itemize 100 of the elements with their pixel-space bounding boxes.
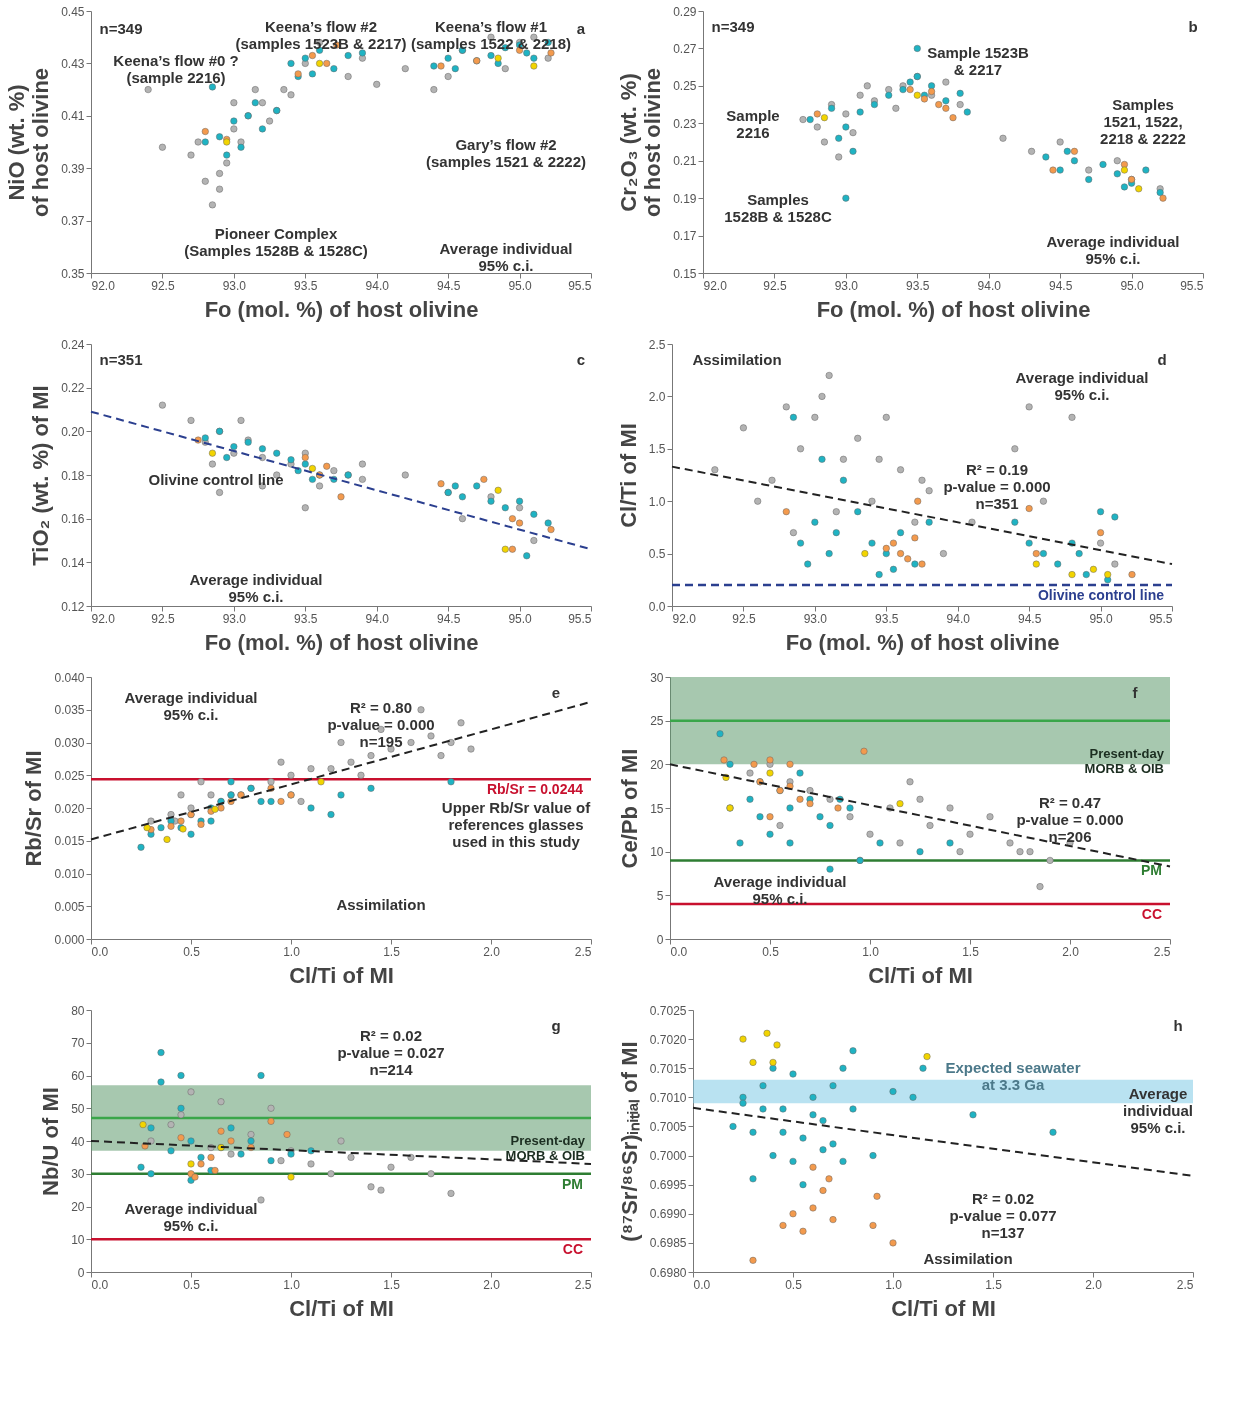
annotation: Samples 1521, 1522, 2218 & 2222	[1100, 96, 1186, 148]
y-axis-title: Cl/Ti of MI	[615, 423, 641, 528]
x-tick-label: 92.5	[151, 611, 175, 626]
x-tick-label: 94.0	[365, 611, 390, 626]
y-tick-label: 0.39	[61, 161, 85, 176]
y-tick-label: 0.7025	[649, 1003, 687, 1018]
x-tick-label: 94.5	[436, 611, 461, 626]
annotation: Average individual 95% c.i.	[1122, 1084, 1194, 1136]
band-label: Present-day MORB & OIB	[1084, 746, 1165, 777]
y-axis-title: Ce/Pb of MI	[617, 748, 643, 869]
x-tick-label: 94.0	[977, 278, 1002, 293]
x-tick-label: 1.0	[283, 944, 301, 959]
text: of host olivine	[640, 67, 666, 218]
y-tick-label: 0.030	[54, 736, 85, 750]
y-tick-label: 1.0	[648, 494, 666, 509]
y-tick-label: 0.0	[648, 599, 666, 614]
ref-line-label: Olivine control line	[1037, 587, 1165, 604]
y-tick-label: 0.24	[61, 337, 85, 352]
y-tick-label: 0.35	[61, 266, 85, 281]
annotation: b	[1188, 17, 1198, 35]
y-tick-label: 0.7015	[649, 1061, 687, 1076]
annotation: Assimilation	[923, 1249, 1013, 1267]
y-tick-label: 25	[650, 714, 664, 729]
x-tick-label: 2.5	[1153, 944, 1171, 959]
x-tick-label: 93.5	[875, 611, 899, 626]
y-tick-label: 0.18	[61, 468, 85, 483]
text: Cr₂O₃ (wt. %)	[616, 73, 642, 212]
annotation: Average individual 95% c.i.	[1015, 369, 1149, 404]
annotation: Average individual 95% c.i.	[124, 1200, 258, 1235]
annotation: R² = 0.02 p-value = 0.077 n=137	[949, 1189, 1057, 1241]
annotation: Average individual 95% c.i.	[439, 240, 573, 275]
annotation: Sample 2216	[726, 106, 780, 141]
text: NiO (wt. %)	[4, 84, 30, 201]
y-tick-label: 0.17	[673, 229, 697, 244]
ref-line-label: CC	[1141, 906, 1162, 923]
y-tick-label: 0.45	[61, 4, 85, 19]
y-tick-label: 10	[71, 1232, 85, 1247]
annotation: Average individual 95% c.i.	[124, 688, 258, 723]
y-tick-label: 0.005	[54, 899, 85, 914]
y-tick-label: 0.020	[54, 801, 85, 816]
x-tick-label: 2.0	[483, 1277, 501, 1292]
y-tick-label: 0.20	[61, 424, 85, 439]
x-tick-label: 95.0	[1089, 611, 1114, 626]
y-tick-label: 0.6995	[649, 1178, 687, 1193]
x-tick-label: 1.5	[383, 1277, 401, 1292]
x-tick-label: 93.0	[834, 278, 859, 293]
y-tick-label: 2.5	[648, 337, 666, 352]
annotation: Keena’s flow #1 (samples 1522 & 2218)	[410, 17, 572, 52]
annotation: Assimilation	[692, 350, 782, 368]
x-tick-label: 2.5	[574, 1277, 592, 1292]
y-axis-title: Nb/U of MI	[38, 1087, 64, 1196]
x-tick-label: 93.5	[294, 611, 318, 626]
y-tick-label: 0.025	[54, 768, 85, 783]
y-tick-label: 0.000	[54, 932, 85, 947]
annotation: e	[551, 683, 561, 701]
annotation: n=349	[99, 20, 143, 38]
ref-line-label: PM	[562, 1175, 583, 1192]
y-tick-label: 0.23	[673, 116, 697, 131]
x-tick-label: 0.5	[785, 1277, 803, 1292]
band-label: Present-day MORB & OIB	[505, 1132, 586, 1163]
x-axis-title: Fo (mol. %) of host olivine	[204, 629, 479, 655]
annotation: Average individual 95% c.i.	[713, 873, 847, 908]
y-tick-label: 10	[650, 845, 664, 860]
annotation: Olivine control line	[148, 471, 284, 489]
x-tick-label: 0.5	[183, 1277, 201, 1292]
y-tick-label: 0.27	[673, 41, 697, 56]
x-tick-label: 1.5	[985, 1277, 1003, 1292]
annotation: a	[576, 20, 586, 38]
x-axis-title: Cl/Ti of MI	[289, 1295, 394, 1321]
annotation: Keena’s flow #0 ? (sample 2216)	[113, 51, 239, 86]
y-tick-label: 0.7010	[649, 1090, 687, 1105]
y-axis-title: (⁸⁷Sr/⁸⁶Sr)ᵢₙᵢₜᵢₐₗ of MI	[616, 1041, 642, 1242]
y-tick-label: 0.29	[673, 4, 697, 19]
annotation: Upper Rb/Sr value of references glasses used in this study	[441, 799, 592, 850]
x-tick-label: 92.5	[732, 611, 756, 626]
y-tick-label: 50	[71, 1101, 85, 1116]
annotation: Gary’s flow #2 (samples 1521 & 2222)	[425, 135, 587, 170]
text: of host olivine	[28, 67, 54, 218]
y-tick-label: 0.7005	[649, 1119, 687, 1134]
y-tick-label: 0.12	[61, 599, 85, 614]
x-tick-label: 1.5	[383, 944, 401, 959]
x-tick-label: 94.0	[365, 278, 390, 293]
x-tick-label: 94.5	[436, 278, 461, 293]
ref-line-label: CC	[562, 1241, 583, 1258]
x-tick-label: 0.5	[183, 944, 201, 959]
annotation: f	[1132, 683, 1139, 701]
x-tick-label: 94.5	[1048, 278, 1073, 293]
x-tick-label: 93.0	[222, 611, 247, 626]
annotation: R² = 0.02 p-value = 0.027 n=214	[337, 1027, 445, 1079]
annotation: n=351	[99, 350, 143, 368]
x-tick-label: 93.0	[222, 278, 247, 293]
x-axis-title: Fo (mol. %) of host olivine	[785, 629, 1060, 655]
y-tick-label: 80	[71, 1003, 85, 1018]
x-tick-label: 0.0	[693, 1277, 711, 1292]
annotation: d	[1157, 350, 1167, 368]
y-tick-label: 0.19	[673, 191, 697, 206]
y-tick-label: 0.22	[61, 381, 85, 396]
annotation: c	[576, 350, 586, 368]
x-tick-label: 2.0	[1085, 1277, 1103, 1292]
x-tick-label: 94.0	[946, 611, 971, 626]
